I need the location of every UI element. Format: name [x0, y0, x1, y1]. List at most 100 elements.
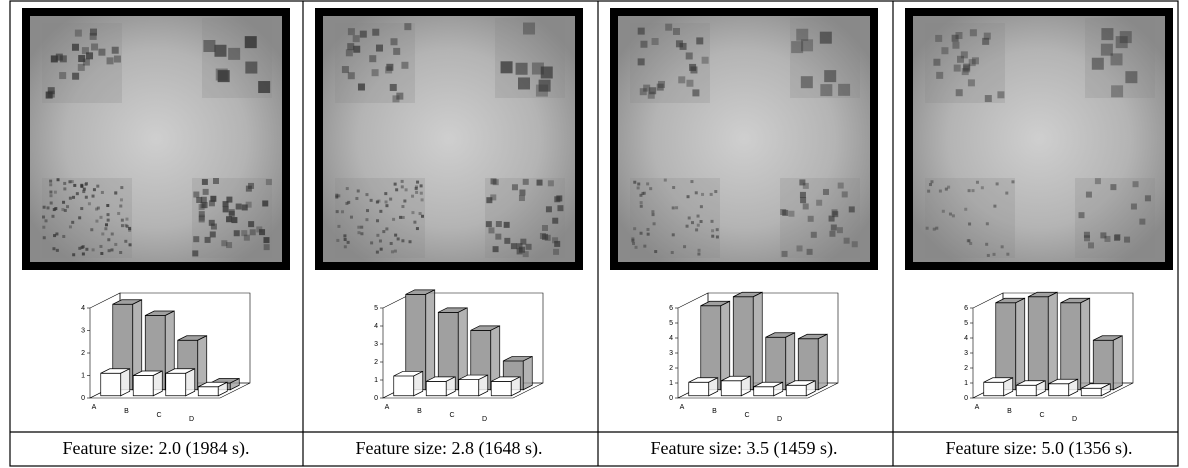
bar: [405, 289, 436, 391]
image-speck: [241, 204, 248, 211]
image-speck: [421, 214, 425, 218]
image-speck: [346, 240, 350, 244]
image-speck: [128, 226, 132, 230]
bar-front: [1015, 384, 1037, 397]
image-speck: [42, 205, 46, 209]
image-speck: [932, 227, 936, 231]
image-speck: [1101, 28, 1114, 41]
image-speck: [384, 192, 388, 196]
x-tick-label: A: [92, 404, 97, 411]
image-speck: [233, 230, 240, 237]
image-speck: [781, 250, 788, 257]
image-speck: [637, 27, 645, 35]
bar-front: [688, 381, 710, 397]
image-speck: [63, 181, 67, 185]
image-speck: [500, 61, 513, 74]
bar: [688, 377, 719, 397]
bar: [765, 332, 796, 391]
image-speck: [1132, 181, 1139, 188]
image-speck: [964, 207, 968, 211]
image-speck: [1005, 191, 1009, 195]
image-speck: [1124, 236, 1131, 243]
image-speck: [1100, 232, 1107, 239]
image-speck: [414, 187, 418, 191]
image-speck: [997, 91, 1005, 99]
image-speck: [701, 56, 709, 64]
image-speck: [411, 211, 415, 215]
image-speck: [968, 222, 972, 226]
image-speck: [110, 248, 114, 252]
image-speck: [119, 204, 123, 208]
bar-side: [817, 333, 828, 391]
image-speck: [80, 245, 84, 249]
image-speck: [72, 253, 76, 257]
y-tick-label: 5: [669, 320, 673, 327]
y-tick-label: 3: [964, 350, 968, 357]
bar: [785, 380, 816, 397]
image-speck: [198, 216, 205, 223]
bar-side: [805, 380, 816, 397]
image-speck: [697, 252, 701, 256]
bar: [1015, 380, 1046, 397]
y-tick-label: 5: [964, 320, 968, 327]
image-speck: [87, 202, 91, 206]
bar-front: [1060, 302, 1082, 391]
y-tick-label: 2: [964, 365, 968, 372]
image-speck: [256, 226, 263, 233]
bar-side: [1047, 291, 1058, 391]
y-tick-label: 6: [964, 305, 968, 312]
image-speck: [696, 214, 700, 218]
image-speck: [686, 195, 690, 199]
bar-side: [1100, 383, 1111, 397]
image-speck: [515, 62, 528, 75]
image-speck: [672, 27, 680, 35]
image-speck: [393, 47, 401, 55]
image-speck: [125, 217, 129, 221]
bar: [1060, 297, 1091, 391]
image-speck: [1114, 234, 1121, 241]
image-speck: [928, 183, 932, 187]
caption: Feature size: 2.0 (1984 s).: [63, 438, 250, 459]
y-tick-label: 1: [374, 377, 378, 384]
image-speck: [214, 44, 227, 57]
bar-side: [120, 368, 131, 397]
image-speck: [210, 195, 217, 202]
image-speck: [347, 200, 351, 204]
y-tick-label: 3: [374, 341, 378, 348]
image-speck: [61, 208, 65, 212]
image-speck: [357, 225, 361, 229]
image-speck: [639, 193, 643, 197]
image-speck: [538, 79, 551, 92]
image-speck: [520, 238, 527, 245]
image-region: [790, 18, 860, 98]
image-speck: [953, 64, 961, 72]
image-speck: [832, 211, 839, 218]
image-speck: [228, 210, 235, 217]
image-speck: [349, 215, 353, 219]
bar-side: [740, 375, 751, 397]
image-speck: [341, 66, 349, 74]
bar-side: [425, 289, 436, 391]
bar: [197, 381, 228, 397]
image-region: [42, 178, 132, 258]
image-speck: [675, 40, 683, 48]
image-speck: [62, 234, 66, 238]
image-speck: [400, 185, 404, 189]
image-speck: [124, 239, 128, 243]
bar: [132, 370, 163, 397]
image-speck: [941, 209, 945, 213]
image-speck: [49, 190, 53, 194]
image-speck: [495, 221, 502, 228]
image-speck: [99, 244, 103, 248]
y-tick-label: 1: [964, 380, 968, 387]
image-speck: [492, 246, 499, 253]
x-tick-label: C: [156, 412, 161, 419]
bar: [700, 300, 731, 391]
image-speck: [114, 242, 118, 246]
caption: Feature size: 5.0 (1356 s).: [946, 438, 1133, 459]
image-speck: [399, 215, 403, 219]
image-speck: [248, 221, 255, 228]
image-speck: [193, 191, 200, 198]
image-speck: [679, 42, 687, 50]
image-speck: [400, 179, 404, 183]
